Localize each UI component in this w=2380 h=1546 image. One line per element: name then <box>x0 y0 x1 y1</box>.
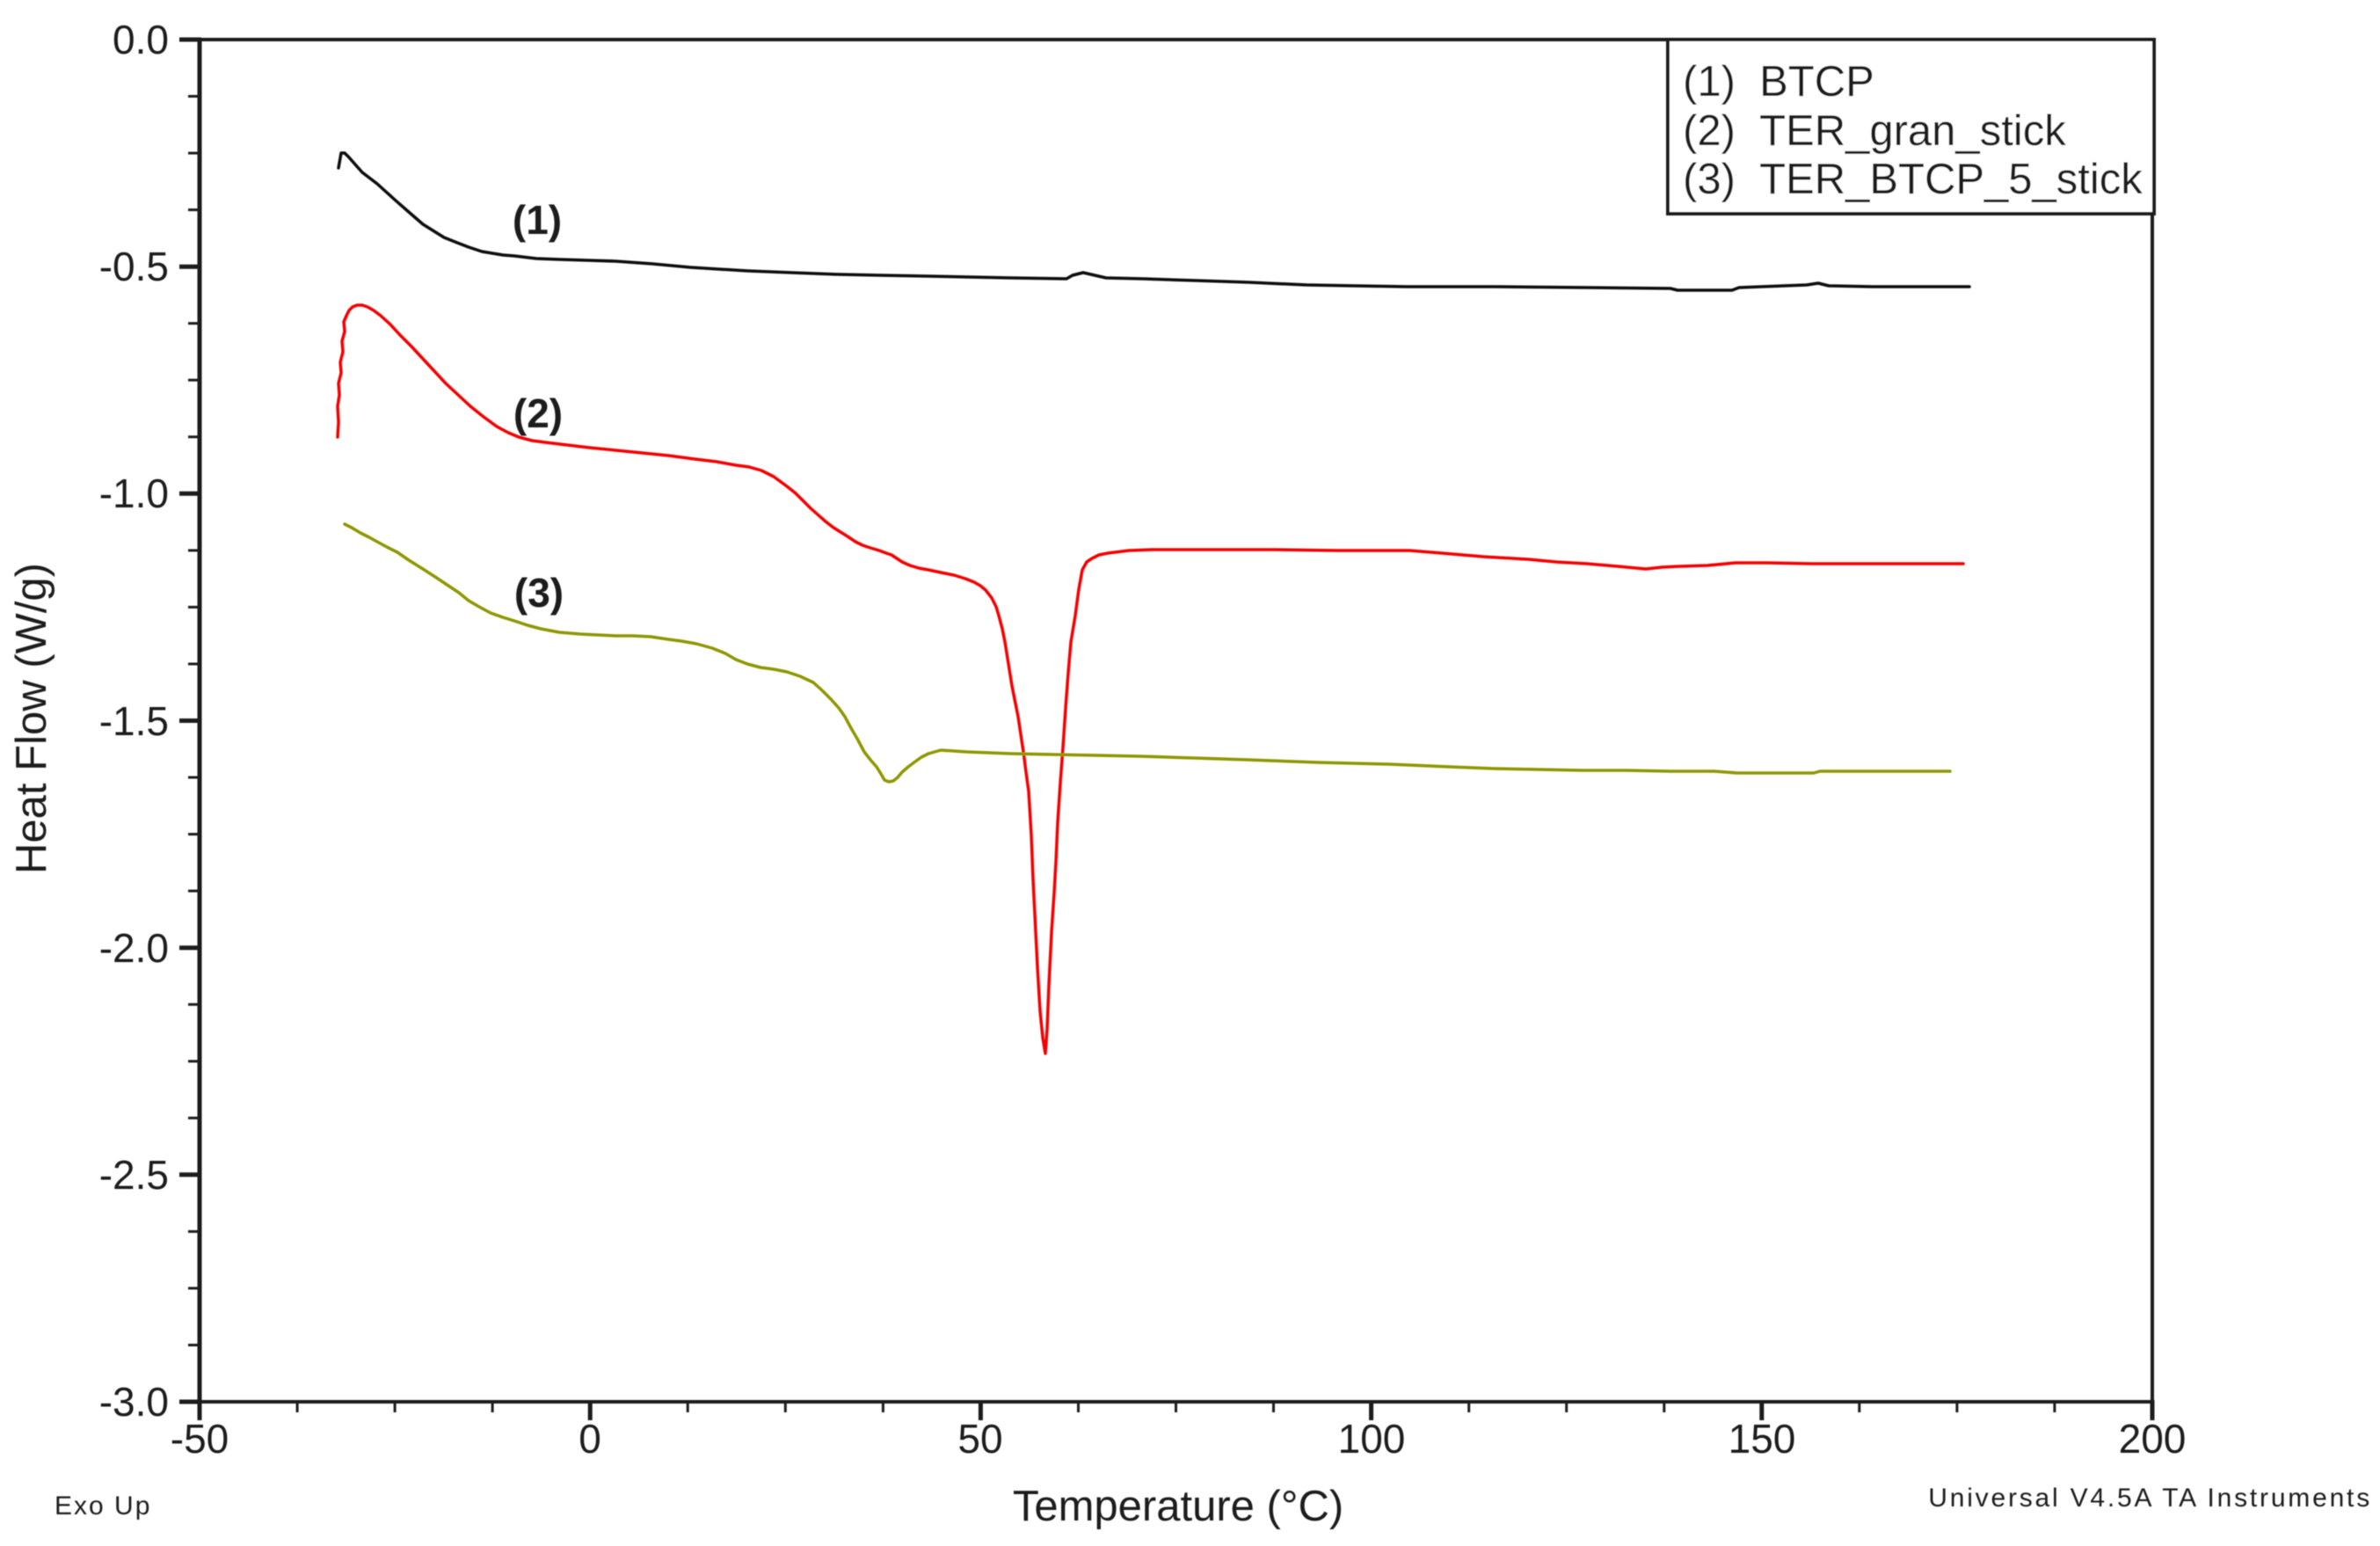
svg-text:200: 200 <box>2119 1416 2187 1462</box>
svg-text:-2.0: -2.0 <box>99 925 169 971</box>
svg-text:-1.0: -1.0 <box>99 470 169 516</box>
svg-text:(2): (2) <box>513 390 563 436</box>
svg-text:Temperature (°C): Temperature (°C) <box>1013 1483 1343 1530</box>
svg-text:50: 50 <box>957 1416 1002 1462</box>
svg-text:(3): (3) <box>514 570 564 616</box>
svg-text:-3.0: -3.0 <box>99 1379 169 1425</box>
svg-text:Universal V4.5A TA Instruments: Universal V4.5A TA Instruments <box>1928 1484 2372 1513</box>
svg-text:-2.5: -2.5 <box>99 1152 169 1198</box>
svg-text:150: 150 <box>1729 1416 1796 1462</box>
svg-text:(2) TER_gran_stick: (2) TER_gran_stick <box>1683 107 2066 155</box>
svg-text:Heat Flow (W/g): Heat Flow (W/g) <box>8 563 55 874</box>
svg-text:Exo Up: Exo Up <box>55 1491 151 1520</box>
svg-text:0: 0 <box>579 1416 601 1462</box>
svg-text:(1): (1) <box>513 197 562 243</box>
svg-text:100: 100 <box>1338 1416 1406 1462</box>
svg-text:(1) BTCP: (1) BTCP <box>1683 58 1874 106</box>
svg-text:-50: -50 <box>171 1416 229 1462</box>
svg-text:(3) TER_BTCP_5_stick: (3) TER_BTCP_5_stick <box>1683 156 2143 203</box>
svg-text:-1.5: -1.5 <box>99 698 169 744</box>
svg-text:0.0: 0.0 <box>113 17 169 62</box>
svg-text:-0.5: -0.5 <box>99 244 169 289</box>
